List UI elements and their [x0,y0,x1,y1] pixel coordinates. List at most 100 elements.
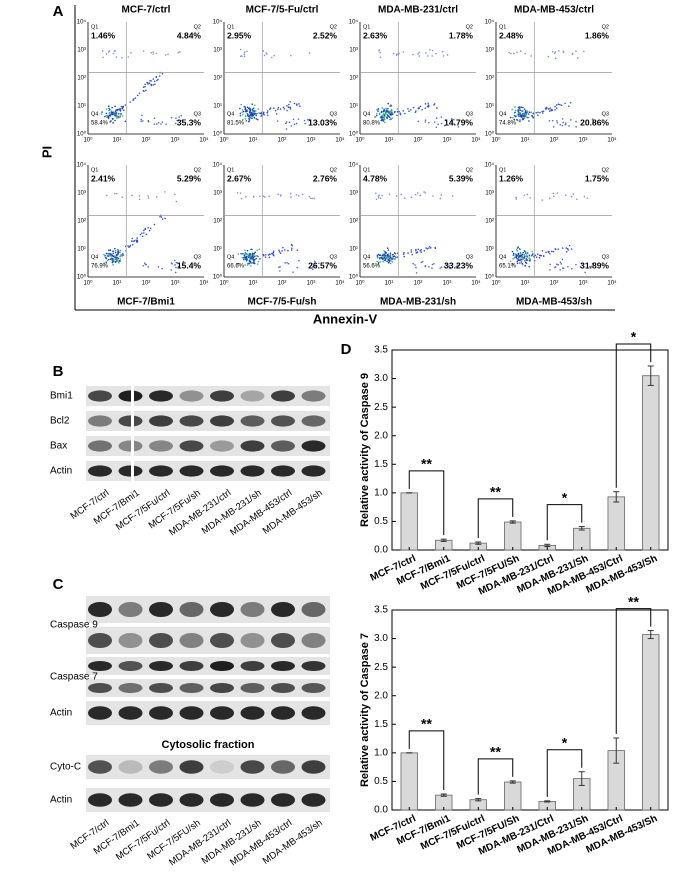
y-tick-label: 10³ [213,191,222,197]
scatter-dot-decor [239,192,242,195]
scatter-dot-decor [161,72,164,75]
scatter-dot-decor [388,193,391,195]
scatter-dot-decor [560,263,563,265]
scatter-dot-decor [134,97,137,99]
scatter-dot-decor [174,193,176,196]
y-tick-label: 1.0 [374,487,388,498]
scatter-dot-decor [425,247,427,249]
error-bar [578,771,585,786]
scatter-dot-decor [246,106,249,109]
scatter-dot-decor [428,245,431,248]
scatter-dot-decor [265,52,267,54]
scatter-dot-decor [296,249,299,251]
scatter-dot-decor [103,253,105,256]
scatter-dot-decor [450,120,453,123]
scatter-dot-decor [253,261,255,263]
blot-band [149,793,173,807]
scatter-dot-decor [448,264,451,267]
scatter-dot-decor [520,106,523,109]
scatter-dot-decor [377,108,380,110]
scatter-dot-decor [386,113,388,116]
scatter-dot-decor [427,55,429,57]
scatter-dot-decor [135,241,138,243]
quadrant-name: Q1 [363,167,370,173]
quadrant-value: 4.78% [363,173,388,183]
scatter-dot-decor [552,250,555,253]
scatter-dot-decor [554,57,557,60]
scatter-dot-decor [153,83,156,86]
x-tick-label: 10⁰ [355,280,365,287]
error-bar [509,520,516,524]
scatter-dot-decor [266,114,269,117]
blot-band [179,415,204,427]
scatter-dot-decor [513,52,515,55]
y-tick-label: 0.0 [374,545,388,556]
scatter-dot-decor [249,257,252,259]
scatter-dot-decor [250,248,252,251]
scatter-dot-decor [255,118,258,120]
scatter-dot-decor [242,110,245,113]
blot-row-label: Actin [50,708,72,719]
scatter-dot-decor [122,115,124,117]
scatter-dot-decor [152,78,155,80]
blot-row-label: Bax [50,441,67,452]
scatter-dot-decor [545,251,547,254]
scatter-dot-decor [167,53,169,56]
scatter-dot-decor [440,194,443,196]
x-tick-label: 10⁴ [335,280,345,287]
scatter-dot-decor [512,252,515,255]
scatter-dot-decor [245,196,247,198]
scatter-dot-decor [142,86,145,88]
scatter-dot-decor [114,119,116,122]
scatter-dot-decor [519,255,522,258]
scatter-dot-decor [530,55,533,57]
scatter-dot-decor [243,258,245,260]
scatter-dot-decor [429,49,431,51]
scatter-dot-decor [520,256,523,259]
blot-row-label: Caspase 7 [50,672,98,683]
quadrant-value: 35.3% [177,117,202,127]
scatter-dot-decor [384,251,387,254]
scatter-dot-decor [244,252,247,255]
scatter-dot-decor [258,112,260,114]
x-tick-label: 10⁰ [491,137,501,144]
quadrant-name: Q3 [466,111,473,117]
scatter-dot-decor [277,108,279,110]
scatter-dot-decor [107,51,110,53]
scatter-dot-decor [516,118,518,121]
scatter-dot-decor [537,111,539,114]
scatter-dot-decor [115,114,118,117]
blot-band [240,706,265,720]
scatter-dot-decor [403,197,406,199]
scatter-dot-decor [428,265,430,268]
scatter-dot-decor [531,115,534,118]
scatter-dot-decor [530,111,533,114]
scatter-dot-decor [256,263,259,265]
scatter-dot-decor [287,262,290,265]
scatter-dot-decor [575,126,577,128]
scatter-dot-decor [108,254,111,256]
scatter-dot-decor [241,111,243,113]
scatter-dot-decor [155,76,158,79]
error-bar [544,543,551,548]
scatter-dot-decor [444,119,447,121]
scatter-dot-decor [304,122,307,125]
scatter-dot-decor [440,122,443,125]
scatter-dot-decor [257,260,260,263]
scatter-dot-decor [122,254,125,256]
scatter-dot-decor [380,256,383,259]
scatter-dot-decor [377,110,379,112]
y-tick-label: 10⁰ [349,131,359,138]
error-bar [647,365,654,386]
y-tick-label: 10⁰ [485,131,495,138]
blot-band [271,601,295,618]
scatter-dot-decor [510,52,512,55]
x-tick-label: 10² [278,138,287,144]
x-tick-label: 10⁴ [335,137,345,144]
y-tick-label: 10⁴ [485,19,495,26]
scatter-dot-decor [581,263,583,265]
scatter-dot-decor [260,111,263,114]
scatter-dot-decor [271,56,273,59]
quadrant-value: 13.03% [308,117,337,127]
scatter-dot-decor [524,259,526,262]
